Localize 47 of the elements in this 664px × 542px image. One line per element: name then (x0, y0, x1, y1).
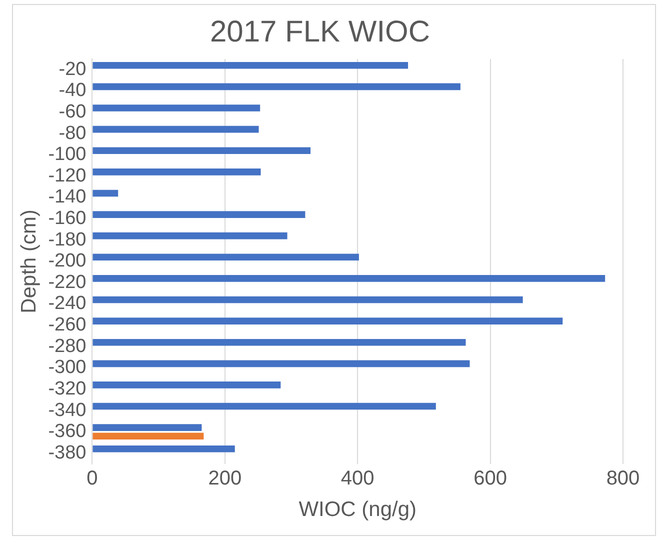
bar (92, 168, 261, 176)
bar (92, 83, 460, 90)
y-tick-label: -360 (48, 421, 86, 442)
y-tick-label: -100 (48, 144, 86, 166)
x-axis-title: WIOC (ng/g) (298, 498, 417, 522)
y-tick-label: -200 (48, 250, 86, 272)
y-tick-label: -300 (48, 357, 86, 378)
bar (92, 402, 436, 410)
x-tick-label: 0 (86, 467, 98, 490)
x-tick-label: 600 (474, 467, 507, 490)
y-tick-label: -20 (58, 58, 86, 80)
bar (92, 211, 306, 218)
y-tick-label: -260 (48, 314, 86, 336)
y-tick-label: -80 (58, 122, 86, 144)
x-tick-label: 200 (208, 467, 242, 490)
y-tick-label: -40 (58, 80, 86, 102)
y-tick-label: -220 (48, 272, 86, 293)
bar (92, 147, 311, 154)
bar (92, 254, 359, 261)
x-tick-label: 400 (340, 467, 374, 490)
bar (92, 296, 523, 304)
bar (92, 126, 259, 133)
y-tick-label: -60 (58, 102, 86, 122)
y-tick-label: -340 (48, 400, 86, 421)
bar (92, 232, 288, 240)
bar (92, 424, 202, 431)
y-tick-label: -320 (48, 378, 86, 400)
bar (92, 318, 563, 324)
chart-title: 2017 FLK WIOC (210, 15, 430, 48)
y-tick-label: -380 (48, 442, 86, 464)
bar (92, 62, 408, 69)
bar (92, 432, 204, 440)
y-tick-label: -160 (48, 208, 86, 230)
bar (92, 382, 281, 388)
bar (92, 190, 118, 197)
bar (92, 338, 466, 346)
y-tick-label: -240 (48, 293, 86, 314)
bar (92, 104, 260, 112)
y-tick-label: -140 (48, 186, 86, 208)
y-axis-title: Depth (cm) (17, 209, 40, 314)
bar (92, 445, 235, 452)
y-tick-label: -180 (48, 229, 86, 250)
x-tick-label: 800 (606, 467, 640, 490)
y-tick-label: -120 (48, 165, 86, 186)
y-tick-label: -280 (48, 336, 86, 357)
bar (92, 275, 606, 282)
bar (92, 360, 470, 368)
